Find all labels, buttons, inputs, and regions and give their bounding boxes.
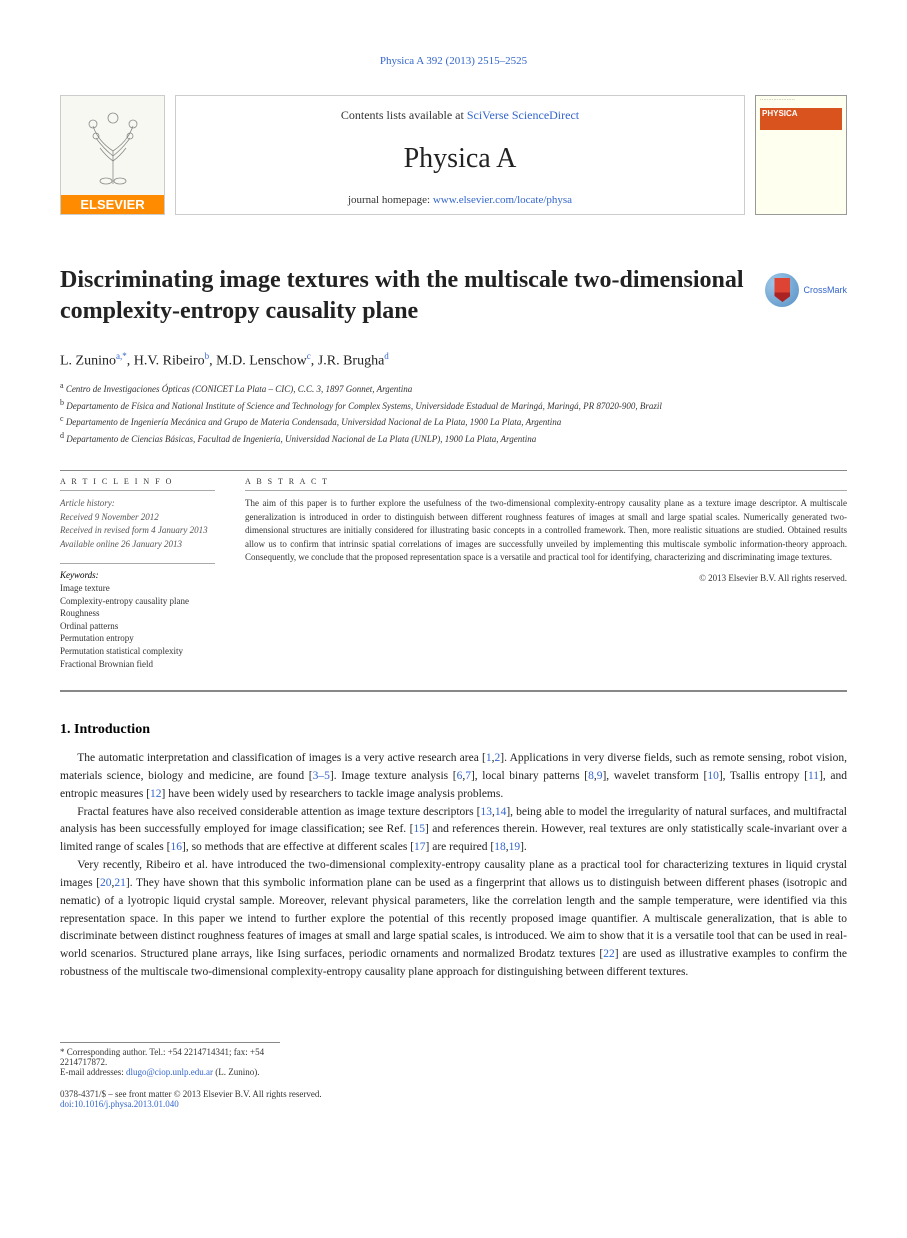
p1-a: The automatic interpretation and classif… <box>77 752 486 764</box>
ref-12[interactable]: 12 <box>150 788 162 800</box>
p2-e: ] are required [ <box>426 841 495 853</box>
p2-a: Fractal features have also received cons… <box>77 806 480 818</box>
affiliation: b Departamento de Física and National In… <box>60 397 847 414</box>
keywords-list: Image textureComplexity-entropy causalit… <box>60 582 215 670</box>
ref-10[interactable]: 10 <box>707 770 719 782</box>
banner-center: Contents lists available at SciVerse Sci… <box>175 95 745 215</box>
cover-orange-bar: PHYSICA <box>760 108 842 130</box>
ref-8[interactable]: 8 <box>588 770 594 782</box>
article-history: Article history:Received 9 November 2012… <box>60 497 215 551</box>
ref-3-5[interactable]: 3–5 <box>313 770 330 782</box>
p2-d: ], so methods that are effective at diff… <box>182 841 414 853</box>
header-citation: Physica A 392 (2013) 2515–2525 <box>60 55 847 67</box>
article-info: A R T I C L E I N F O Article history:Re… <box>60 477 215 670</box>
section-1-heading: 1. Introduction <box>60 722 847 738</box>
abstract-text: The aim of this paper is to further expl… <box>245 497 847 565</box>
ref-16[interactable]: 16 <box>171 841 183 853</box>
p1-d: ], local binary patterns [ <box>471 770 588 782</box>
ref-13[interactable]: 13 <box>480 806 492 818</box>
article-info-heading: A R T I C L E I N F O <box>60 477 215 486</box>
p1-h: ] have been widely used by researchers t… <box>162 788 504 800</box>
crossmark-button[interactable]: CrossMark <box>765 273 847 307</box>
section-1-body: The automatic interpretation and classif… <box>60 750 847 982</box>
sciencedirect-link[interactable]: SciVerse ScienceDirect <box>467 108 579 122</box>
ref-1[interactable]: 1 <box>486 752 492 764</box>
affiliation: a Centro de Investigaciones Ópticas (CON… <box>60 380 847 397</box>
homepage-prefix: journal homepage: <box>348 194 433 206</box>
p1-c: ]. Image texture analysis [ <box>330 770 457 782</box>
affiliation: c Departamento de Ingeniería Mecánica an… <box>60 413 847 430</box>
homepage-line: journal homepage: www.elsevier.com/locat… <box>186 194 734 206</box>
abstract-block: A B S T R A C T The aim of this paper is… <box>245 477 847 670</box>
ref-11[interactable]: 11 <box>808 770 819 782</box>
journal-title: Physica A <box>186 143 734 175</box>
keywords-heading: Keywords: <box>60 570 215 580</box>
ref-18[interactable]: 18 <box>494 841 506 853</box>
cover-thumb: ····················· PHYSICA <box>755 95 847 215</box>
ref-14[interactable]: 14 <box>495 806 507 818</box>
front-matter-copyright: 0378-4371/$ – see front matter © 2013 El… <box>60 1089 847 1099</box>
banner: ELSEVIER Contents lists available at Sci… <box>60 95 847 215</box>
ref-21[interactable]: 21 <box>114 877 126 889</box>
abstract-copyright: © 2013 Elsevier B.V. All rights reserved… <box>245 573 847 583</box>
homepage-link[interactable]: www.elsevier.com/locate/physa <box>433 194 572 206</box>
email-link[interactable]: dlugo@ciop.unlp.edu.ar <box>126 1067 213 1077</box>
corresponding-author: * Corresponding author. Tel.: +54 221471… <box>60 1047 280 1067</box>
email-label: E-mail addresses: <box>60 1067 126 1077</box>
footnotes: * Corresponding author. Tel.: +54 221471… <box>60 1042 280 1077</box>
ref-6[interactable]: 6 <box>457 770 463 782</box>
ref-19[interactable]: 19 <box>509 841 521 853</box>
ref-17[interactable]: 17 <box>414 841 426 853</box>
email-name: (L. Zunino). <box>213 1067 260 1077</box>
elsevier-logo: ELSEVIER <box>60 95 165 215</box>
crossmark-icon <box>765 273 799 307</box>
contents-line: Contents lists available at SciVerse Sci… <box>186 108 734 123</box>
cover-header: ····················· <box>760 98 842 103</box>
ref-22[interactable]: 22 <box>603 948 615 960</box>
crossmark-label: CrossMark <box>803 285 847 295</box>
p1-f: ], Tsallis entropy [ <box>719 770 808 782</box>
ref-20[interactable]: 20 <box>100 877 112 889</box>
affiliations: a Centro de Investigaciones Ópticas (CON… <box>60 380 847 446</box>
contents-prefix: Contents lists available at <box>341 108 467 122</box>
elsevier-text: ELSEVIER <box>61 195 164 214</box>
abstract-heading: A B S T R A C T <box>245 477 847 486</box>
p2-f: ]. <box>520 841 527 853</box>
paper-title: Discriminating image textures with the m… <box>60 265 765 327</box>
affiliation: d Departamento de Ciencias Básicas, Facu… <box>60 430 847 447</box>
doi-link[interactable]: doi:10.1016/j.physa.2013.01.040 <box>60 1099 179 1109</box>
authors: L. Zuninoa,*, H.V. Ribeirob, M.D. Lensch… <box>60 351 847 370</box>
elsevier-tree-icon <box>78 96 148 195</box>
p1-e: ], wavelet transform [ <box>602 770 707 782</box>
ref-15[interactable]: 15 <box>413 823 425 835</box>
